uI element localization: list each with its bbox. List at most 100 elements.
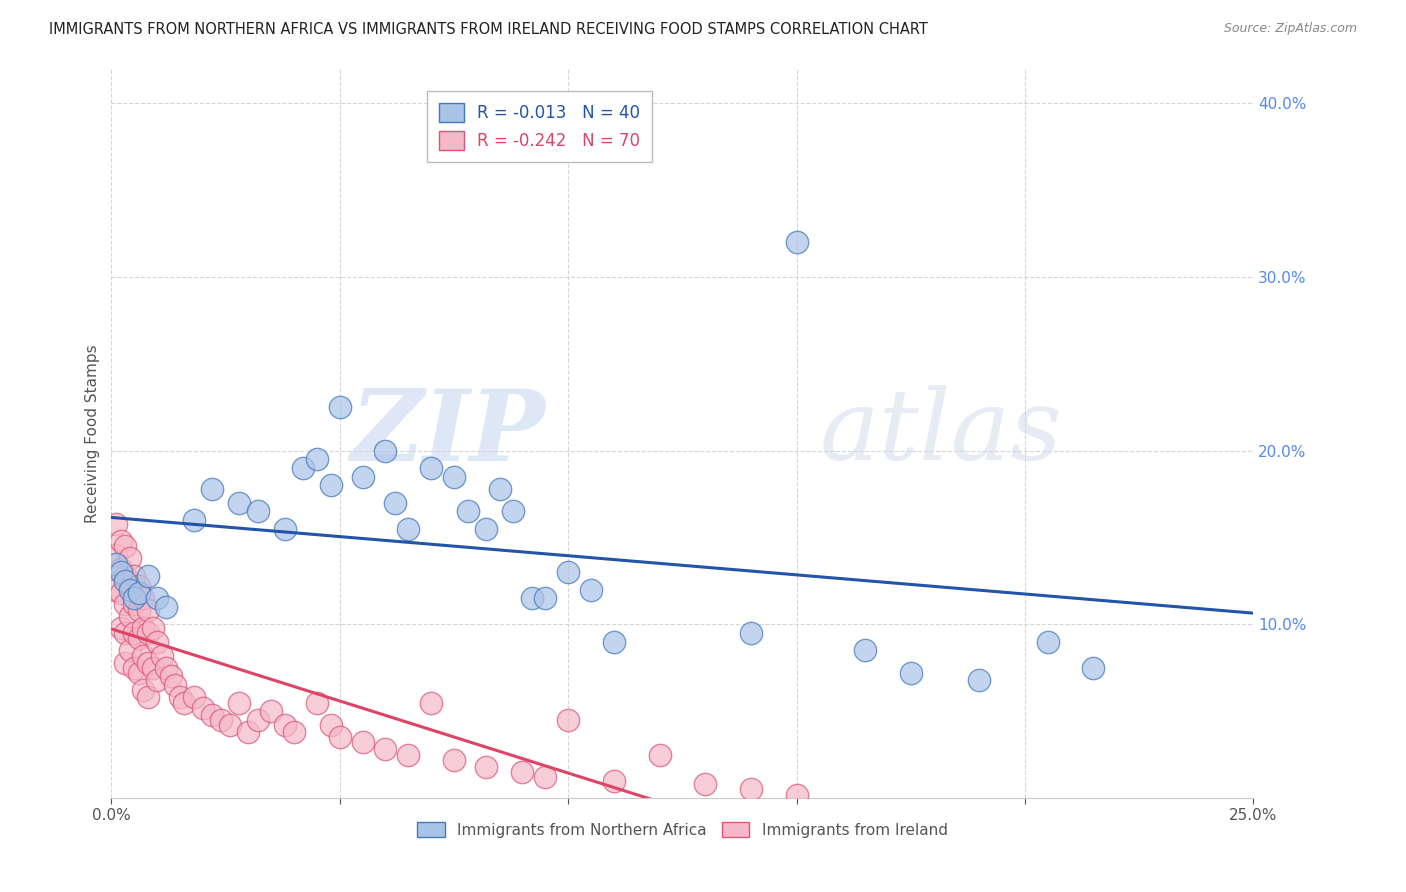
Point (150, 648, 173, 663)
Point (110, 586, 132, 600)
Point (228, 696, 250, 710)
Point (122, 591, 145, 606)
Point (118, 608, 141, 623)
Point (695, 777, 717, 791)
Point (155, 661, 177, 675)
Point (122, 597, 145, 611)
Point (122, 661, 145, 675)
Point (146, 673, 169, 687)
Point (128, 579, 150, 593)
Point (420, 696, 443, 710)
Point (329, 401, 352, 415)
Point (228, 496, 250, 510)
Point (209, 713, 232, 727)
Point (114, 597, 136, 611)
Point (534, 770, 557, 784)
Text: IMMIGRANTS FROM NORTHERN AFRICA VS IMMIGRANTS FROM IRELAND RECEIVING FOOD STAMPS: IMMIGRANTS FROM NORTHERN AFRICA VS IMMIG… (49, 22, 928, 37)
Point (136, 626, 159, 640)
Point (159, 669, 181, 683)
Point (132, 591, 155, 606)
Point (786, 235, 808, 250)
Point (165, 678, 187, 692)
Point (128, 603, 150, 617)
Point (329, 731, 352, 745)
Point (201, 707, 224, 722)
Point (603, 634, 626, 648)
Point (557, 713, 579, 727)
Point (319, 478, 342, 492)
Point (141, 621, 163, 635)
Point (118, 579, 141, 593)
Point (136, 656, 159, 670)
Point (603, 773, 626, 788)
Point (136, 603, 159, 617)
Point (114, 656, 136, 670)
Point (396, 522, 419, 536)
Point (520, 591, 543, 606)
Point (169, 690, 191, 705)
Point (443, 753, 465, 767)
Point (260, 704, 283, 718)
Point (110, 562, 132, 576)
Point (786, 788, 808, 802)
Point (740, 626, 762, 640)
Point (132, 648, 155, 663)
Point (104, 516, 127, 531)
Point (173, 696, 195, 710)
Point (114, 539, 136, 553)
Point (246, 713, 269, 727)
Point (104, 548, 127, 562)
Point (853, 643, 876, 657)
Point (118, 582, 141, 597)
Y-axis label: Receiving Food Stamps: Receiving Food Stamps (86, 344, 100, 523)
Point (246, 504, 269, 518)
Point (579, 582, 602, 597)
Point (740, 782, 762, 797)
Point (475, 760, 498, 774)
Point (420, 461, 443, 475)
Point (274, 718, 297, 732)
Point (104, 557, 127, 571)
Text: ZIP: ZIP (350, 385, 546, 482)
Point (374, 443, 396, 458)
Point (128, 665, 150, 680)
Point (488, 482, 510, 496)
Point (457, 504, 479, 518)
Point (274, 522, 297, 536)
Point (352, 469, 374, 483)
Point (512, 764, 534, 779)
Point (114, 574, 136, 588)
Point (136, 568, 159, 582)
Point (502, 504, 524, 518)
Point (319, 718, 342, 732)
Point (305, 696, 328, 710)
Point (146, 634, 169, 648)
Point (110, 533, 132, 548)
Point (104, 582, 127, 597)
Point (283, 725, 305, 739)
Point (128, 586, 150, 600)
Point (146, 591, 169, 606)
Point (648, 747, 671, 762)
Text: atlas: atlas (820, 385, 1062, 481)
Point (191, 700, 214, 714)
Point (374, 742, 396, 756)
Point (136, 690, 159, 705)
Point (900, 665, 922, 680)
Point (238, 725, 260, 739)
Point (155, 599, 177, 614)
Point (118, 643, 141, 657)
Point (122, 568, 145, 582)
Point (1083, 661, 1105, 675)
Point (114, 568, 136, 582)
Point (292, 461, 315, 475)
Point (132, 683, 155, 698)
Point (201, 482, 224, 496)
Point (114, 626, 136, 640)
Point (110, 621, 132, 635)
Point (1036, 634, 1059, 648)
Point (352, 735, 374, 749)
Point (183, 690, 205, 705)
Point (110, 566, 132, 580)
Point (443, 469, 465, 483)
